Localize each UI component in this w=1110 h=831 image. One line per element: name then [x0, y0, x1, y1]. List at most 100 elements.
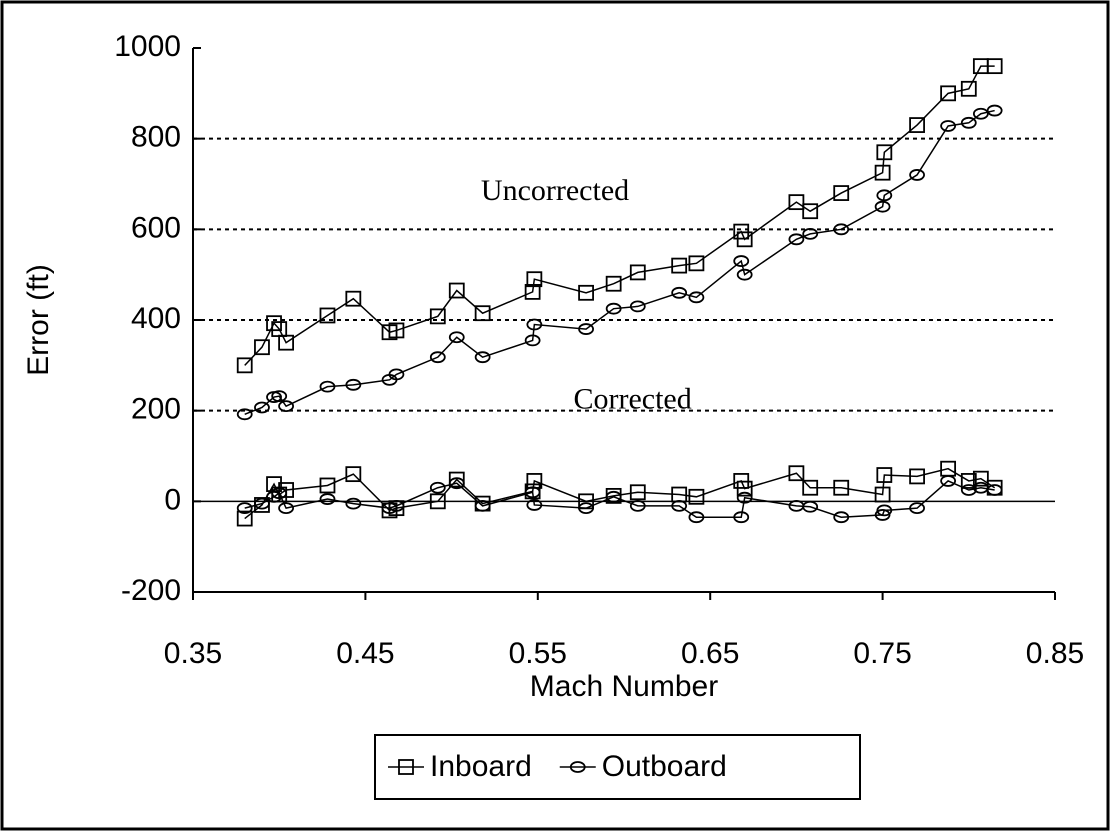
marker-square	[909, 468, 925, 485]
marker-square	[319, 477, 336, 494]
y-tick-label: 400	[131, 302, 181, 335]
marker-circle	[629, 300, 646, 313]
marker-circle	[271, 390, 288, 403]
y-tick-label: 1000	[114, 30, 181, 63]
marker-circle	[266, 490, 282, 503]
series-line	[244, 109, 995, 415]
marker-square	[236, 510, 253, 527]
marker-circle	[448, 331, 465, 344]
marker-circle	[254, 401, 270, 414]
marker-square	[526, 271, 543, 288]
marker-square	[345, 290, 362, 307]
marker-circle	[254, 497, 270, 510]
marker-circle	[319, 493, 336, 505]
marker-square	[876, 467, 893, 483]
marker-square	[940, 85, 957, 102]
marker-circle	[578, 502, 594, 515]
marker-circle	[236, 502, 253, 515]
marker-circle	[833, 511, 850, 524]
marker-square	[448, 471, 465, 488]
marker-square	[833, 479, 850, 496]
marker-square	[874, 486, 891, 503]
marker-circle	[986, 484, 1003, 496]
marker-circle	[909, 502, 925, 515]
marker-square	[802, 203, 819, 220]
marker-circle	[671, 499, 688, 512]
marker-circle	[874, 200, 891, 213]
marker-square	[972, 470, 989, 487]
marker-square	[278, 334, 294, 351]
marker-square	[688, 255, 705, 272]
marker-square	[429, 308, 446, 325]
marker-circle	[736, 491, 753, 504]
marker-circle	[629, 499, 646, 512]
series-line	[244, 65, 995, 366]
marker-square	[398, 759, 414, 775]
marker-square	[388, 322, 405, 339]
x-tick-label: 0.65	[681, 637, 739, 670]
annotation: Corrected	[573, 382, 691, 415]
marker-circle	[736, 268, 753, 281]
marker-circle	[388, 499, 405, 512]
legend-box	[374, 734, 861, 800]
marker-square	[448, 282, 465, 299]
marker-square	[671, 257, 688, 274]
marker-circle	[278, 502, 294, 515]
marker-circle	[319, 380, 336, 393]
marker-circle	[909, 169, 925, 181]
marker-circle	[788, 233, 805, 246]
marker-square	[319, 307, 336, 324]
marker-square	[345, 466, 362, 483]
marker-circle	[278, 400, 294, 413]
marker-circle	[271, 487, 288, 500]
marker-circle	[986, 104, 1003, 117]
marker-square	[876, 144, 893, 161]
marker-circle	[688, 291, 705, 304]
marker-square	[629, 484, 646, 501]
y-tick-label: 800	[131, 121, 181, 154]
marker-circle	[569, 761, 586, 773]
marker-circle	[448, 477, 465, 490]
marker-square	[278, 482, 294, 498]
marker-square	[874, 164, 891, 181]
marker-circle	[733, 511, 750, 524]
marker-circle	[474, 351, 491, 364]
marker-square	[688, 488, 705, 505]
marker-circle	[960, 484, 977, 496]
marker-square	[629, 264, 646, 281]
x-axis-label: Mach Number	[530, 670, 718, 703]
marker-circle	[733, 255, 750, 267]
marker-circle	[236, 408, 253, 421]
marker-square	[788, 194, 805, 211]
marker-circle	[833, 223, 850, 236]
marker-square	[266, 315, 282, 332]
marker-circle	[605, 302, 622, 315]
legend-label: Inboard	[430, 750, 532, 783]
y-tick-label: -200	[121, 574, 181, 607]
marker-circle	[671, 286, 688, 299]
marker-square	[788, 465, 805, 482]
marker-circle	[429, 351, 446, 364]
marker-square	[605, 275, 622, 292]
marker-circle	[578, 323, 594, 335]
marker-circle	[960, 116, 977, 129]
marker-square	[236, 357, 253, 374]
marker-square	[736, 480, 753, 497]
marker-circle	[876, 189, 893, 202]
marker-circle	[526, 318, 543, 331]
marker-circle	[802, 227, 819, 240]
marker-square	[986, 58, 1003, 75]
marker-square	[960, 473, 977, 489]
x-tick-label: 0.75	[853, 637, 911, 670]
x-tick-label: 0.45	[336, 637, 394, 670]
marker-circle	[605, 490, 622, 503]
legend-label: Outboard	[602, 750, 727, 783]
marker-circle	[972, 107, 989, 120]
marker-square	[524, 283, 541, 300]
y-tick-label: 600	[131, 211, 181, 244]
series-line	[244, 467, 996, 520]
marker-circle	[876, 504, 893, 517]
y-tick-label: 0	[164, 483, 181, 516]
marker-circle	[429, 481, 446, 494]
